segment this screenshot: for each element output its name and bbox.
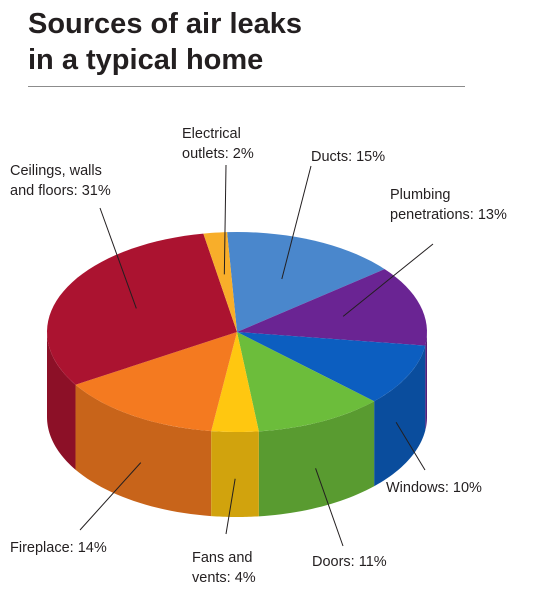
leader-line-windows [395, 422, 426, 471]
slice-label-line: Doors: 11% [312, 554, 387, 570]
slice-ceilings-walls-and-floors [47, 233, 238, 385]
slice-side-fans-and-vents [211, 431, 259, 517]
pie-top-faces [47, 232, 427, 432]
slice-fans-and-vents [211, 332, 259, 432]
leader-line-plumbing-penetrations [342, 243, 434, 317]
leader-line-fans-and-vents [225, 478, 236, 535]
slice-side-doors [258, 401, 375, 517]
slice-label-line: Fireplace: 14% [10, 540, 107, 556]
leader-line-ceilings-walls-and-floors [99, 207, 137, 309]
chart-title-line-1: Sources of air leaks [28, 8, 303, 40]
slice-windows [237, 332, 426, 402]
slice-side-fireplace [75, 384, 212, 517]
slice-label-ducts: Ducts: 15% [311, 149, 385, 165]
slice-doors [237, 332, 375, 432]
slice-side-plumbing-penetrations [425, 332, 427, 431]
slice-label-electrical-outlets: Electrical outlets: 2% [182, 126, 254, 162]
slice-label-fans-and-vents: Fans and vents: 4% [192, 550, 256, 586]
slice-side-windows [374, 345, 426, 487]
slice-label-plumbing-penetrations: Plumbing penetrations: 13% [390, 187, 507, 223]
slice-side-ceilings-walls-and-floors [47, 332, 76, 470]
slice-label-doors: Doors: 11% [312, 554, 387, 570]
slice-fireplace [75, 332, 238, 432]
slice-label-line: penetrations: 13% [390, 207, 507, 223]
slice-label-line: Electrical [182, 126, 241, 142]
chart-title-line-2: in a typical home [28, 44, 264, 76]
slice-label-windows: Windows: 10% [386, 480, 482, 496]
slice-label-line: and floors: 31% [10, 183, 111, 199]
slice-label-line: outlets: 2% [182, 146, 254, 162]
slice-ducts [227, 232, 385, 332]
pie-side-walls [47, 332, 427, 517]
slice-label-fireplace: Fireplace: 14% [10, 540, 107, 556]
leader-line-doors [315, 468, 344, 547]
slice-electrical-outlets [203, 232, 237, 332]
slice-labels: Ducts: 15% Plumbing penetrations: 13% Windo… [10, 126, 507, 586]
slice-label-line: Plumbing [390, 187, 450, 203]
slice-label-line: Ducts: 15% [311, 149, 385, 165]
slice-label-line: Fans and [192, 550, 252, 566]
title-divider [28, 86, 465, 87]
leader-line-fireplace [79, 462, 142, 531]
slice-label-line: vents: 4% [192, 570, 256, 586]
slice-label-line: Ceilings, walls [10, 163, 102, 179]
leader-lines [79, 164, 434, 547]
slice-plumbing-penetrations [237, 269, 427, 346]
chart-title: Sources of air leaks in a typical home [28, 6, 302, 78]
leader-line-ducts [281, 165, 312, 280]
leader-line-electrical-outlets [223, 164, 227, 275]
slice-label-ceilings-walls-and-floors: Ceilings, walls and floors: 31% [10, 163, 111, 199]
slice-label-line: Windows: 10% [386, 480, 482, 496]
